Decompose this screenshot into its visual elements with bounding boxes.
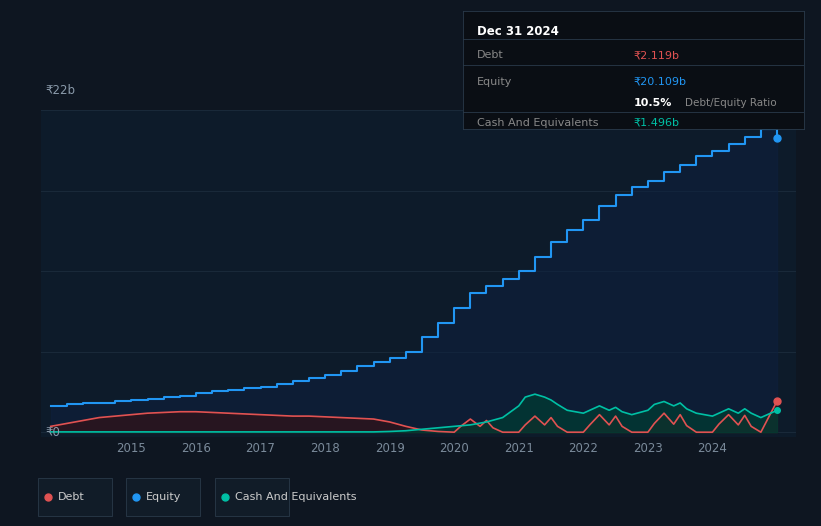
Text: ₹0: ₹0 [45,426,60,439]
Text: Debt: Debt [477,50,503,60]
Text: Cash And Equivalents: Cash And Equivalents [235,492,356,502]
Text: Debt: Debt [57,492,85,502]
Text: Debt/Equity Ratio: Debt/Equity Ratio [685,98,776,108]
Text: Cash And Equivalents: Cash And Equivalents [477,118,599,128]
FancyBboxPatch shape [215,478,289,516]
Text: Dec 31 2024: Dec 31 2024 [477,25,558,38]
Text: 10.5%: 10.5% [634,98,672,108]
FancyBboxPatch shape [126,478,200,516]
Text: Equity: Equity [146,492,181,502]
Text: ₹2.119b: ₹2.119b [634,50,680,60]
Text: ₹20.109b: ₹20.109b [634,76,686,87]
Text: ₹22b: ₹22b [45,84,76,97]
Text: Equity: Equity [477,76,512,87]
Text: ₹1.496b: ₹1.496b [634,118,680,128]
FancyBboxPatch shape [38,478,112,516]
